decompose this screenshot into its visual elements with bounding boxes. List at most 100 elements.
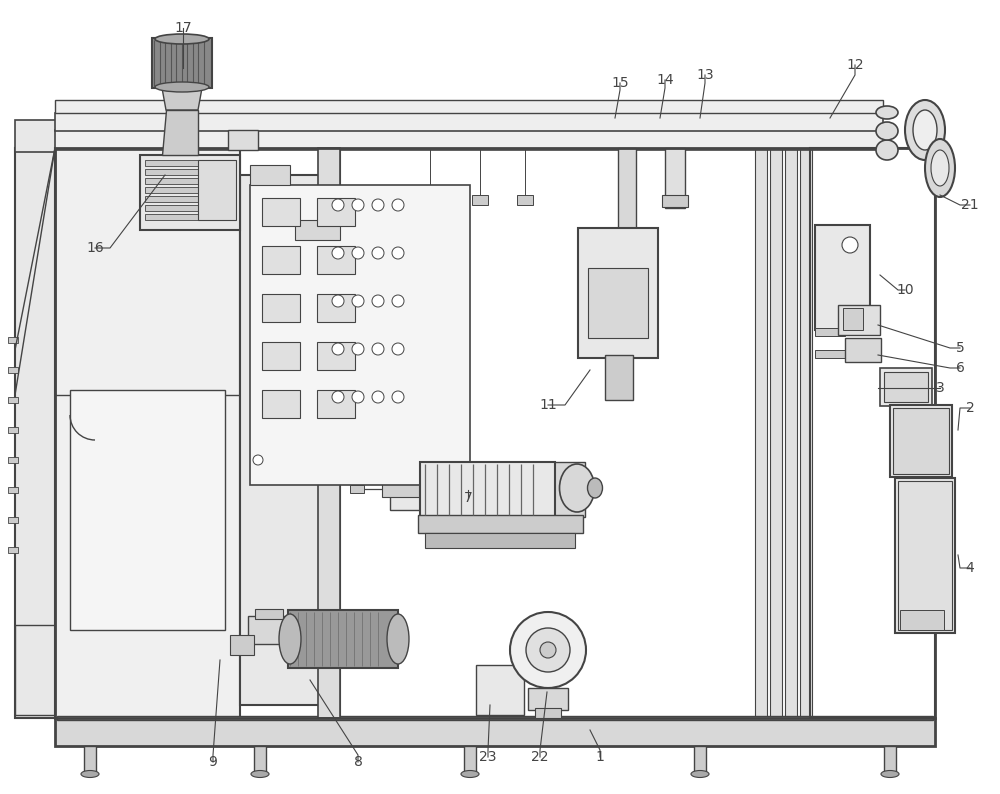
Bar (262, 390, 300, 418)
Bar (464, 746, 476, 774)
Bar (262, 294, 300, 322)
Bar (880, 368, 932, 406)
Ellipse shape (905, 100, 945, 160)
Bar (317, 198, 355, 226)
Bar (57, 716, 933, 720)
Bar (838, 305, 880, 335)
Bar (15, 120, 63, 152)
Bar (55, 100, 883, 113)
Circle shape (372, 295, 384, 307)
Bar (8, 547, 18, 553)
Circle shape (372, 247, 384, 259)
Text: 2: 2 (966, 401, 974, 415)
Ellipse shape (251, 770, 269, 777)
Bar (422, 195, 438, 205)
Bar (665, 148, 685, 208)
Circle shape (352, 199, 364, 211)
Bar (8, 427, 18, 433)
Bar (230, 635, 254, 655)
Bar (250, 185, 470, 485)
Bar (535, 708, 561, 718)
Bar (662, 195, 688, 207)
Bar (240, 175, 320, 705)
Circle shape (332, 199, 344, 211)
Bar (317, 390, 355, 418)
Bar (254, 746, 266, 774)
Bar (145, 178, 233, 184)
Circle shape (526, 628, 570, 672)
Bar (694, 746, 706, 774)
Text: 12: 12 (846, 58, 864, 72)
Text: 5: 5 (956, 341, 964, 355)
Bar (382, 482, 422, 497)
Bar (84, 746, 96, 774)
Bar (578, 228, 658, 358)
Ellipse shape (691, 770, 709, 777)
Text: 11: 11 (539, 398, 557, 412)
Bar (884, 372, 928, 402)
Bar (8, 397, 18, 403)
Bar (815, 350, 845, 358)
Text: 1: 1 (596, 750, 604, 764)
Circle shape (352, 295, 364, 307)
Circle shape (372, 391, 384, 403)
Ellipse shape (461, 770, 479, 777)
Bar (8, 457, 18, 463)
Bar (145, 205, 233, 211)
Ellipse shape (560, 464, 594, 512)
Bar (317, 342, 355, 370)
Bar (476, 665, 524, 715)
Text: 6: 6 (956, 361, 964, 375)
Text: 9: 9 (209, 755, 217, 769)
Bar (472, 195, 488, 205)
Bar (317, 294, 355, 322)
Ellipse shape (931, 150, 949, 186)
Ellipse shape (876, 122, 898, 140)
Ellipse shape (279, 614, 301, 664)
Bar (55, 148, 935, 718)
Bar (815, 328, 845, 336)
Ellipse shape (925, 139, 955, 197)
Ellipse shape (913, 110, 937, 150)
Bar (140, 155, 240, 230)
Circle shape (352, 247, 364, 259)
Bar (843, 308, 863, 330)
Bar (250, 165, 290, 185)
Bar (893, 408, 949, 474)
Circle shape (332, 247, 344, 259)
Bar (262, 342, 300, 370)
Bar (884, 746, 896, 774)
Ellipse shape (387, 614, 409, 664)
Bar (8, 367, 18, 373)
Bar (420, 462, 555, 517)
Polygon shape (162, 110, 198, 155)
Bar (145, 187, 233, 193)
Bar (350, 485, 364, 493)
Text: 4: 4 (966, 561, 974, 575)
Bar (317, 246, 355, 274)
Bar (55, 148, 240, 718)
Circle shape (332, 343, 344, 355)
Circle shape (842, 237, 858, 253)
Text: 16: 16 (86, 241, 104, 255)
Circle shape (352, 343, 364, 355)
Ellipse shape (876, 106, 898, 119)
Bar (810, 148, 935, 718)
Bar (55, 718, 935, 746)
Bar (8, 337, 18, 343)
Circle shape (392, 391, 404, 403)
Bar (528, 688, 568, 710)
Bar (785, 148, 797, 718)
Text: 3: 3 (936, 381, 944, 395)
Bar (8, 487, 18, 493)
Circle shape (392, 295, 404, 307)
Text: 13: 13 (696, 68, 714, 82)
Circle shape (253, 455, 263, 465)
Bar (15, 625, 63, 715)
Bar (815, 225, 870, 330)
Circle shape (392, 343, 404, 355)
Bar (15, 148, 63, 718)
Bar (255, 609, 283, 619)
Circle shape (392, 199, 404, 211)
Circle shape (372, 199, 384, 211)
